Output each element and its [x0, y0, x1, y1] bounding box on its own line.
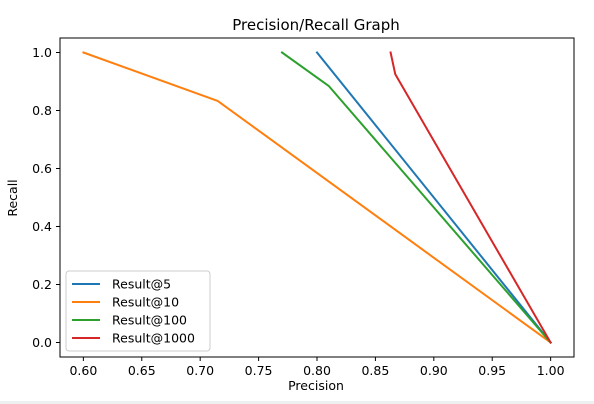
bottom-band [0, 401, 594, 404]
x-tick-label: 0.85 [361, 363, 389, 378]
x-tick-label: 0.60 [69, 363, 97, 378]
legend-entry-label: Result@5 [112, 277, 171, 292]
y-tick-label: 0.6 [32, 161, 52, 176]
x-tick-label: 0.70 [186, 363, 214, 378]
y-axis-label: Recall [5, 179, 20, 216]
legend-entry-label: Result@1000 [112, 331, 195, 346]
series-layer [82, 51, 553, 344]
x-tick-label: 0.65 [128, 363, 156, 378]
legend-frame [65, 270, 211, 352]
y-tick-label: 1.0 [32, 45, 52, 60]
x-tick-label: 0.90 [420, 363, 448, 378]
y-tick-label: 0.4 [32, 219, 52, 234]
x-axis-label: Precision [288, 378, 344, 393]
legend: Result@5 Result@10 Result@100 Result@1000 [65, 270, 211, 352]
chart-title: Precision/Recall Graph [232, 16, 400, 34]
y-tick-label: 0.8 [32, 103, 52, 118]
legend-entry-label: Result@10 [112, 295, 179, 310]
series-line-3 [280, 51, 553, 344]
x-axis-ticks: 0.60 0.65 0.70 0.75 0.80 0.85 0.90 0.95 1.00 [69, 357, 565, 378]
y-tick-label: 0.2 [32, 277, 52, 292]
y-axis-ticks: 0.0 0.2 0.4 0.6 0.8 1.0 [32, 45, 60, 350]
series-line-2 [82, 51, 552, 344]
series-line-4 [389, 51, 552, 344]
legend-entry-label: Result@100 [112, 313, 187, 328]
x-tick-label: 1.00 [537, 363, 565, 378]
y-tick-label: 0.0 [32, 335, 52, 350]
x-tick-label: 0.95 [478, 363, 506, 378]
series-line-1 [315, 51, 553, 344]
x-tick-label: 0.75 [245, 363, 273, 378]
x-tick-label: 0.80 [303, 363, 331, 378]
